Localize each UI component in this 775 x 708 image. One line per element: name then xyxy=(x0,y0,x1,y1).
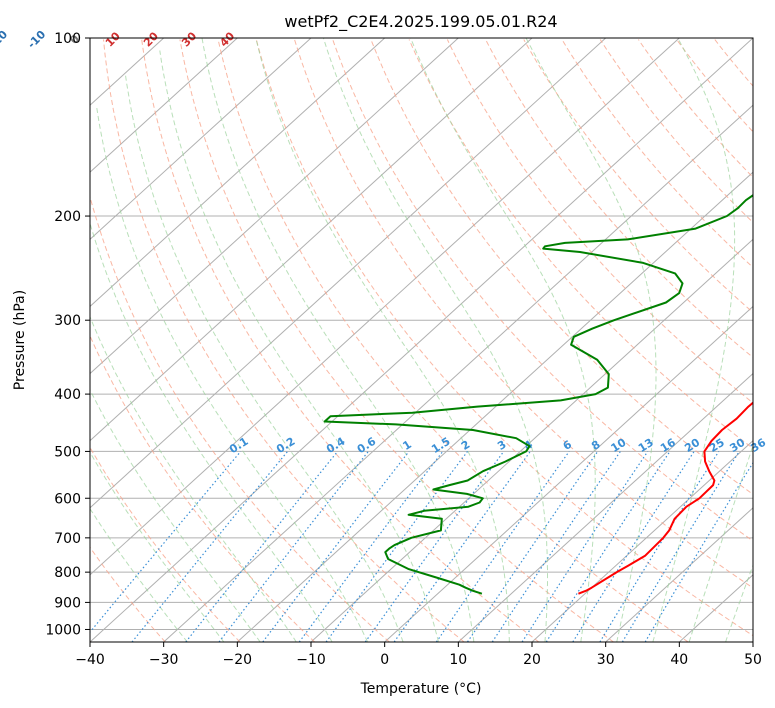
isotherm-line xyxy=(531,439,753,642)
dry-adiabat-line xyxy=(217,39,689,642)
isotherm-line xyxy=(90,38,680,576)
x-tick-label: −40 xyxy=(75,652,105,668)
x-tick-label: −30 xyxy=(149,652,179,668)
isotherm-line xyxy=(236,171,753,642)
mixing-ratio-line xyxy=(364,451,505,642)
x-tick-label: −20 xyxy=(223,652,253,668)
dry-adiabat-label: -20 xyxy=(0,28,10,51)
y-tick-label: 900 xyxy=(54,595,81,611)
moist-adiabat-line xyxy=(90,221,333,642)
mixing-ratio-line xyxy=(572,451,695,642)
moist-adiabat-line xyxy=(201,38,475,642)
moist-adiabat-line xyxy=(90,451,225,642)
x-tick-label: 20 xyxy=(523,652,541,668)
moist-adiabat-line xyxy=(652,38,736,642)
y-axis-label: Pressure (hPa) xyxy=(12,290,28,390)
mixing-ratio-line xyxy=(185,451,339,642)
dry-adiabat-line xyxy=(446,39,753,404)
plot-frame xyxy=(89,37,754,643)
mixing-ratio-line xyxy=(466,451,599,642)
mixing-ratio-line xyxy=(298,451,444,642)
mixing-ratio-line xyxy=(262,451,410,642)
isotherm-line xyxy=(605,507,753,642)
isotherm-line xyxy=(90,38,753,642)
dry-adiabat-line xyxy=(485,39,753,359)
mixing-ratio-line xyxy=(599,451,720,642)
dry-adiabat-line xyxy=(141,39,540,642)
dry-adiabat-line xyxy=(90,334,316,642)
dry-adiabat-line xyxy=(103,39,465,642)
mixing-ratio-line xyxy=(325,451,468,642)
isotherm-line xyxy=(90,38,459,375)
profiles xyxy=(323,194,753,595)
y-tick-label: 200 xyxy=(54,209,81,225)
moist-adiabat-line xyxy=(725,563,753,642)
moist-adiabat-line xyxy=(90,388,261,642)
dry-adiabat-line xyxy=(523,39,753,314)
dry-adiabat-line xyxy=(255,39,753,637)
y-tick-label: 800 xyxy=(54,565,81,581)
y-tick-label: 100 xyxy=(54,31,81,47)
dry-adiabat-line xyxy=(408,39,753,450)
background-lines xyxy=(90,38,753,642)
dry-adiabat-line xyxy=(179,39,614,642)
moist-adiabat-line xyxy=(688,443,753,642)
isotherm-line xyxy=(90,38,238,173)
moist-adiabat-line xyxy=(159,50,439,642)
mixing-ratio-line xyxy=(435,451,570,642)
x-tick-label: 0 xyxy=(380,652,389,668)
isotherm-line xyxy=(310,238,753,642)
x-tick-label: 40 xyxy=(670,652,688,668)
dry-adiabat-line xyxy=(561,39,753,269)
y-tick-label: 300 xyxy=(54,313,81,329)
y-tick-label: 1000 xyxy=(45,623,81,639)
mixing-ratio-line xyxy=(90,451,242,633)
x-tick-label: 30 xyxy=(597,652,615,668)
mixing-ratio-line xyxy=(131,451,289,642)
x-tick-label: 10 xyxy=(449,652,467,668)
temperature-line xyxy=(578,401,753,595)
x-axis-label: Temperature (°C) xyxy=(360,681,482,697)
moist-adiabat-line xyxy=(255,38,510,642)
isotherm-line xyxy=(384,305,753,642)
x-tick-label: 50 xyxy=(744,652,762,668)
isotherm-line xyxy=(90,38,607,509)
x-axis-ticks: −40 −30 −20 −10 0 10 20 30 40 50 xyxy=(75,642,762,668)
mixing-ratio-line xyxy=(521,451,649,642)
moist-adiabat-line xyxy=(322,38,548,642)
y-tick-label: 600 xyxy=(54,491,81,507)
moist-adiabat-line xyxy=(410,38,596,642)
isotherm-line xyxy=(90,38,386,308)
moist-adiabat-line xyxy=(124,73,404,642)
dewpoint-line xyxy=(323,194,753,595)
isotherm-line xyxy=(90,38,312,241)
mixing-ratio-line xyxy=(621,451,740,642)
y-axis-ticks: 100 200 300 400 500 600 700 800 900 1000 xyxy=(45,31,90,639)
dry-adiabat-line xyxy=(294,39,753,589)
x-tick-label: −10 xyxy=(296,652,326,668)
mixing-ratio-line xyxy=(545,451,671,642)
y-tick-label: 700 xyxy=(54,531,81,547)
isotherm-line xyxy=(90,38,533,442)
isotherm-line xyxy=(457,372,753,642)
mixing-ratio-line xyxy=(393,451,531,642)
mixing-ratio-line xyxy=(491,451,621,642)
moist-adiabat-line xyxy=(90,315,297,642)
chart-title: wetPf2_C2E4.2025.199.05.01.R24 xyxy=(284,12,557,32)
dry-adiabat-line xyxy=(332,39,753,542)
y-tick-label: 400 xyxy=(54,387,81,403)
dry-adiabat-line xyxy=(637,39,753,178)
y-tick-label: 500 xyxy=(54,444,81,460)
